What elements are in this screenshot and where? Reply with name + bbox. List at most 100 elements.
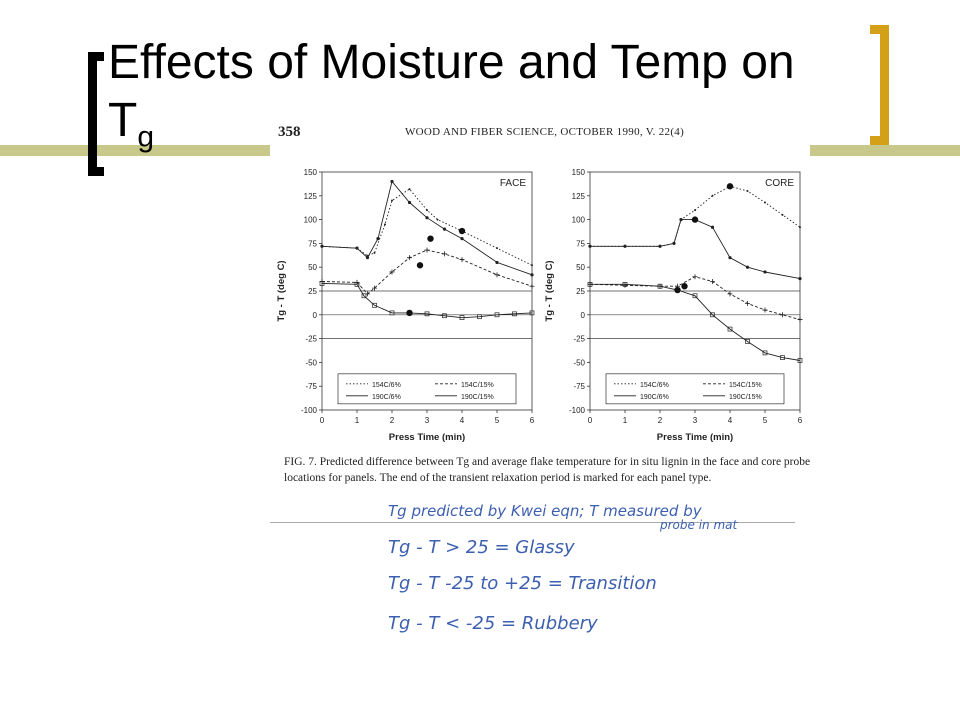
core-point-2-3 <box>672 241 676 245</box>
core-point-2-9 <box>763 270 767 274</box>
slide-title-subscript: g <box>137 120 155 154</box>
core-ytick-label-8: -50 <box>573 358 585 367</box>
core-xtick-label-6: 6 <box>798 416 803 425</box>
core-point-2-1 <box>623 244 627 248</box>
face-point-2-0 <box>320 244 324 248</box>
core-ytick-label-1: 125 <box>572 192 586 201</box>
page-number: 358 <box>278 124 301 140</box>
face-ytick-label-10: -100 <box>301 406 318 415</box>
core-xtick-label-5: 5 <box>763 416 768 425</box>
face-ytick-label-3: 75 <box>308 239 317 248</box>
face-ytick-label-4: 50 <box>308 263 317 272</box>
face-point-0-6 <box>408 188 411 191</box>
face-legend-label-0: 154C/6% <box>372 382 401 389</box>
core-series-line-0 <box>590 185 801 247</box>
slide-title-text: Effects of Moisture and Temp on T <box>108 36 795 147</box>
core-panel-title: CORE <box>765 178 794 189</box>
core-xlabel: Press Time (min) <box>657 432 733 443</box>
core-ylabel: Tg - T (deg C) <box>544 260 555 321</box>
core-transient-end-marker-0 <box>726 183 734 190</box>
core-point-1-7 <box>745 300 750 306</box>
face-legend-label-1: 154C/15% <box>461 382 494 389</box>
olive-accent-bar <box>0 145 270 156</box>
notes-divider <box>270 522 795 523</box>
core-point-2-8 <box>745 265 750 269</box>
core-legend-box <box>605 373 785 405</box>
core-point-0-5 <box>694 209 696 212</box>
face-ylabel: Tg - T (deg C) <box>276 260 287 321</box>
face-ytick-label-9: -75 <box>305 382 317 391</box>
face-point-3-7 <box>442 313 447 319</box>
core-series-line-3 <box>590 283 801 361</box>
face-transient-end-marker-3 <box>406 309 413 317</box>
core-point-2-6 <box>710 225 715 229</box>
face-panel-title: FACE <box>500 178 526 189</box>
core-point-3-0 <box>587 281 593 287</box>
core-ytick-label-7: -25 <box>573 335 585 344</box>
face-point-0-8 <box>436 218 439 221</box>
face-transient-end-marker-2 <box>427 235 434 242</box>
core-legend-label-0: 154C/6% <box>640 382 669 389</box>
face-point-2-9 <box>495 260 499 265</box>
face-point-2-3 <box>376 237 380 241</box>
face-ytick-label-0: 150 <box>304 168 318 177</box>
core-point-3-9 <box>780 355 785 360</box>
core-point-1-5 <box>710 278 715 284</box>
face-point-1-3 <box>372 285 377 291</box>
face-series-line-0 <box>321 188 533 266</box>
journal-header: WOOD AND FIBER SCIENCE, OCTOBER 1990, V.… <box>405 126 685 138</box>
face-ytick-label-2: 100 <box>304 216 318 225</box>
core-xtick-label-4: 4 <box>728 416 733 425</box>
face-ytick-label-1: 125 <box>304 192 318 201</box>
face-xlabel: Press Time (min) <box>389 432 465 443</box>
core-point-3-2 <box>657 283 663 289</box>
core-point-3-6 <box>727 326 733 332</box>
face-transient-end-marker-0 <box>458 227 466 235</box>
face-point-2-7 <box>442 227 447 231</box>
face-xtick-label-4: 4 <box>460 416 465 425</box>
core-point-2-7 <box>728 256 732 260</box>
note-line-5: Tg - T < -25 = Rubbery <box>388 613 598 634</box>
face-point-0-10 <box>496 247 498 250</box>
core-ytick-label-5: 25 <box>576 287 585 296</box>
core-transient-end-marker-3 <box>674 286 681 294</box>
face-transient-end-marker-1 <box>416 262 424 269</box>
face-point-2-4 <box>390 179 394 184</box>
face-point-3-9 <box>477 314 482 320</box>
core-ytick-label-9: -75 <box>573 382 585 391</box>
face-point-2-1 <box>355 246 359 250</box>
face-xtick-label-2: 2 <box>390 416 395 425</box>
figure-caption: FIG. 7. Predicted difference between Tg … <box>284 456 811 484</box>
face-point-1-9 <box>494 272 500 278</box>
face-point-3-10 <box>494 312 500 318</box>
face-xtick-label-0: 0 <box>320 416 325 425</box>
right-bracket <box>880 25 889 145</box>
core-point-0-11 <box>799 226 801 229</box>
core-point-3-5 <box>710 312 715 318</box>
core-point-2-10 <box>798 277 802 281</box>
face-ytick-label-7: -25 <box>305 335 317 344</box>
olive-accent-bar-right <box>810 145 960 156</box>
face-point-2-5 <box>407 200 412 205</box>
face-point-0-3 <box>373 251 376 254</box>
core-point-0-9 <box>764 201 766 204</box>
face-xtick-label-6: 6 <box>530 416 535 425</box>
core-point-1-10 <box>797 317 803 323</box>
scanned-page: 358 WOOD AND FIBER SCIENCE, OCTOBER 1990… <box>270 112 810 657</box>
core-ytick-label-0: 150 <box>572 168 586 177</box>
core-point-3-4 <box>692 293 698 299</box>
face-point-3-0 <box>319 281 325 286</box>
core-point-1-9 <box>780 312 785 318</box>
core-ytick-label-6: 0 <box>581 311 586 320</box>
core-ytick-label-3: 75 <box>576 239 585 248</box>
face-ytick-label-5: 25 <box>308 287 317 296</box>
core-point-3-7 <box>745 339 750 344</box>
face-point-1-5 <box>407 255 412 261</box>
core-ytick-label-4: 50 <box>576 263 585 272</box>
core-point-1-6 <box>727 291 733 297</box>
core-point-3-1 <box>622 281 628 287</box>
face-xtick-label-5: 5 <box>495 416 500 425</box>
face-point-3-2 <box>361 293 367 299</box>
core-point-2-0 <box>588 244 592 248</box>
